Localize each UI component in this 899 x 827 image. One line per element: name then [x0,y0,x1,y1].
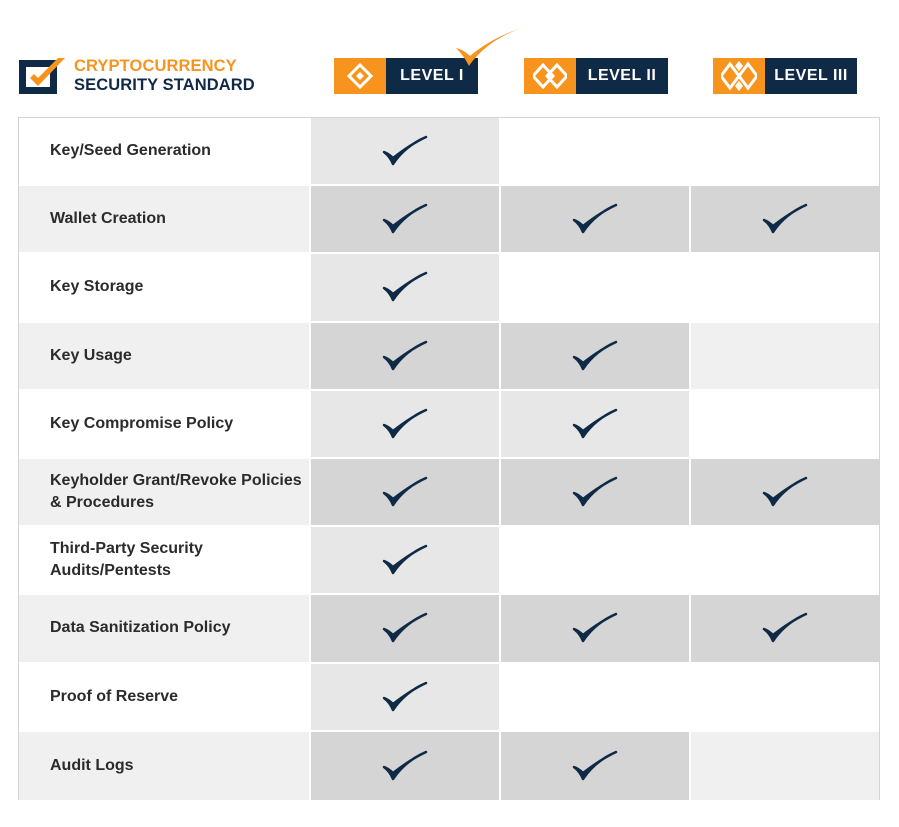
checkmark-icon [382,476,428,508]
level-3-badge: LEVEL III [713,58,857,94]
checkmark-icon [382,408,428,440]
level-1-badge: LEVEL I [334,58,478,94]
checkmark-icon [382,340,428,372]
comparison-table: Key/Seed Generation Wallet Creation Key St… [18,117,880,800]
row-label: Third-Party Security Audits/Pentests [19,527,311,594]
row-label: Audit Logs [19,731,311,800]
checkmark-icon [382,612,428,644]
level-2-label: LEVEL II [576,58,668,94]
table-row: Key Storage [19,254,879,323]
double-diamond-icon [524,58,576,94]
level-1-cell [311,663,501,730]
row-label: Wallet Creation [19,186,311,253]
checkmark-icon [572,203,618,235]
level-1-cell [311,458,501,526]
level-2-badge: LEVEL II [524,58,668,94]
level-1-cell [311,186,501,253]
level-2-cell [501,254,691,321]
checkmark-icon [572,476,618,508]
checkmark-icon [572,750,618,782]
level-2-cell [501,118,691,185]
level-3-cell [691,254,879,321]
level-2-cell [501,458,691,526]
diamond-icon [334,58,386,94]
checkmark-icon [382,135,428,167]
checkmark-icon [382,544,428,576]
row-label: Key Usage [19,322,311,389]
row-label: Key Storage [19,254,311,321]
checkmark-icon [382,750,428,782]
table-row: Key Compromise Policy [19,390,879,459]
logo-line-2: SECURITY STANDARD [74,76,255,94]
checkmark-icon [762,476,808,508]
row-label: Key Compromise Policy [19,390,311,457]
level-1-cell [311,731,501,800]
level-3-cell [691,663,879,730]
table-row: Keyholder Grant/Revoke Policies & Proced… [19,458,879,528]
checkmark-icon [762,203,808,235]
level-3-cell [691,322,879,389]
level-1-cell [311,322,501,389]
checkmark-icon [572,612,618,644]
highlight-checkmark-icon [456,28,522,66]
level-2-cell [501,186,691,253]
level-3-cell [691,595,879,662]
checkmark-icon [572,408,618,440]
checkmark-icon [382,271,428,303]
row-label: Keyholder Grant/Revoke Policies & Proced… [19,458,311,526]
logo-mark-icon [19,58,65,94]
level-2-cell [501,390,691,457]
level-3-label: LEVEL III [765,58,857,94]
level-2-cell [501,731,691,800]
row-label: Proof of Reserve [19,663,311,730]
level-3-cell [691,731,879,800]
level-1-cell [311,595,501,662]
checkmark-icon [382,203,428,235]
level-3-cell [691,118,879,185]
level-3-cell [691,186,879,253]
level-2-cell [501,322,691,389]
logo-line-1: CRYPTOCURRENCY [74,57,237,75]
level-3-cell [691,390,879,457]
table-row: Audit Logs [19,731,879,800]
level-3-cell [691,527,879,594]
row-label: Data Sanitization Policy [19,595,311,662]
table-row: Key/Seed Generation [19,118,879,187]
level-2-cell [501,663,691,730]
triple-diamond-icon [713,58,765,94]
row-label: Key/Seed Generation [19,118,311,185]
table-row: Third-Party Security Audits/Pentests [19,527,879,596]
level-1-label: LEVEL I [386,58,478,94]
checkmark-icon [572,340,618,372]
ccss-logo: CRYPTOCURRENCY SECURITY STANDARD [18,54,255,98]
level-1-cell [311,118,501,185]
table-row: Key Usage [19,322,879,391]
checkmark-icon [762,612,808,644]
table-row: Proof of Reserve [19,663,879,732]
level-1-cell [311,254,501,321]
level-2-cell [501,595,691,662]
level-3-cell [691,458,879,526]
table-row: Wallet Creation [19,186,879,255]
table-row: Data Sanitization Policy [19,595,879,664]
checkmark-icon [382,681,428,713]
level-1-cell [311,527,501,594]
level-1-cell [311,390,501,457]
level-2-cell [501,527,691,594]
